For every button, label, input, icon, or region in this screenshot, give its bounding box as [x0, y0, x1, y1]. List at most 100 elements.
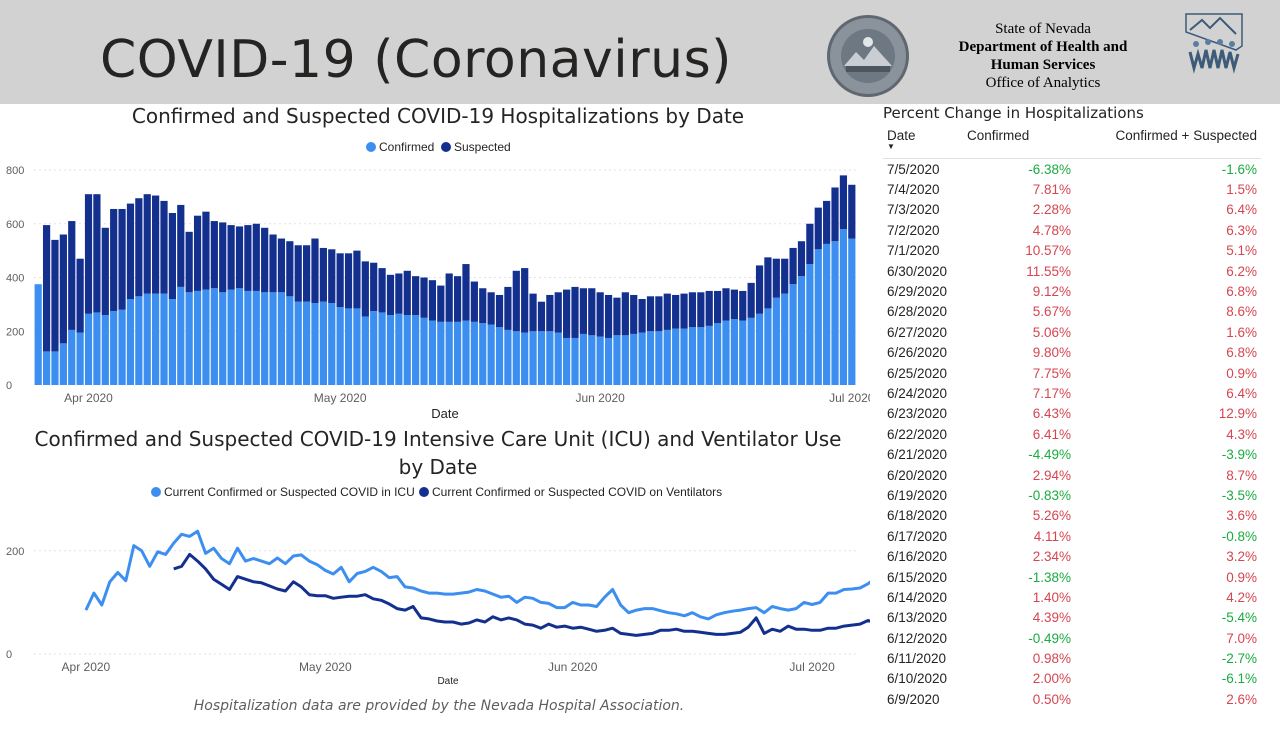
- confirmed-bar[interactable]: [814, 249, 822, 385]
- confirmed-bar[interactable]: [739, 320, 747, 386]
- confirmed-bar[interactable]: [51, 351, 59, 385]
- confirmed-bar[interactable]: [772, 297, 780, 385]
- confirmed-bar[interactable]: [705, 325, 713, 385]
- confirmed-bar[interactable]: [110, 311, 118, 385]
- confirmed-bar[interactable]: [252, 290, 260, 385]
- icu-series-line[interactable]: [84, 529, 894, 621]
- suspected-bar[interactable]: [286, 241, 294, 297]
- confirmed-bar[interactable]: [806, 264, 814, 385]
- suspected-bar[interactable]: [823, 200, 831, 244]
- confirmed-bar[interactable]: [453, 321, 462, 385]
- suspected-bar[interactable]: [563, 289, 571, 338]
- suspected-bar[interactable]: [764, 257, 772, 309]
- suspected-bar[interactable]: [604, 294, 613, 338]
- confirmed-bar[interactable]: [680, 328, 688, 385]
- confirmed-bar[interactable]: [688, 327, 697, 385]
- suspected-bar[interactable]: [663, 293, 671, 330]
- confirmed-bar[interactable]: [462, 320, 470, 386]
- confirmed-bar[interactable]: [537, 331, 546, 385]
- suspected-bar[interactable]: [755, 265, 764, 314]
- confirmed-bar[interactable]: [764, 308, 772, 385]
- suspected-bar[interactable]: [596, 292, 604, 337]
- table-row[interactable]: 6/9/2020 0.50% 2.6%: [883, 689, 1261, 709]
- suspected-bar[interactable]: [126, 203, 135, 299]
- suspected-bar[interactable]: [797, 241, 806, 277]
- suspected-bar[interactable]: [537, 301, 546, 332]
- suspected-bar[interactable]: [261, 227, 269, 293]
- suspected-bar[interactable]: [437, 285, 445, 322]
- suspected-bar[interactable]: [479, 288, 487, 324]
- suspected-bar[interactable]: [512, 270, 520, 332]
- suspected-bar[interactable]: [713, 290, 722, 324]
- confirmed-bar[interactable]: [579, 333, 588, 385]
- suspected-bar[interactable]: [244, 225, 252, 291]
- confirmed-bar[interactable]: [244, 290, 252, 385]
- table-row[interactable]: 6/13/2020 4.39% -5.4%: [883, 608, 1261, 628]
- suspected-bar[interactable]: [378, 268, 386, 313]
- table-row[interactable]: 6/16/2020 2.34% 3.2%: [883, 546, 1261, 566]
- confirmed-bar[interactable]: [495, 327, 504, 385]
- suspected-bar[interactable]: [839, 175, 848, 230]
- table-row[interactable]: 7/1/2020 10.57% 5.1%: [883, 241, 1261, 261]
- suspected-bar[interactable]: [462, 264, 470, 321]
- table-row[interactable]: 6/19/2020 -0.83% -3.5%: [883, 485, 1261, 505]
- table-row[interactable]: 6/26/2020 9.80% 6.8%: [883, 343, 1261, 363]
- suspected-bar[interactable]: [621, 292, 629, 336]
- confirmed-bar[interactable]: [160, 293, 168, 385]
- suspected-bar[interactable]: [210, 221, 218, 289]
- confirmed-bar[interactable]: [646, 331, 655, 385]
- suspected-bar[interactable]: [697, 292, 705, 328]
- suspected-bar[interactable]: [428, 280, 437, 321]
- suspected-bar[interactable]: [370, 262, 378, 312]
- table-row[interactable]: 6/28/2020 5.67% 8.6%: [883, 302, 1261, 322]
- column-header-date[interactable]: Date ▼: [883, 126, 963, 159]
- confirmed-bar[interactable]: [269, 292, 277, 385]
- confirmed-bar[interactable]: [143, 293, 151, 385]
- suspected-bar[interactable]: [470, 281, 478, 322]
- confirmed-bar[interactable]: [219, 292, 227, 385]
- confirmed-bar[interactable]: [210, 288, 218, 385]
- confirmed-bar[interactable]: [563, 337, 571, 385]
- table-row[interactable]: 6/12/2020 -0.49% 7.0%: [883, 628, 1261, 648]
- suspected-bar[interactable]: [554, 292, 562, 333]
- confirmed-bar[interactable]: [445, 321, 453, 385]
- table-row[interactable]: 6/25/2020 7.75% 0.9%: [883, 363, 1261, 383]
- suspected-bar[interactable]: [76, 258, 84, 333]
- suspected-bar[interactable]: [638, 299, 646, 333]
- confirmed-bar[interactable]: [797, 276, 806, 385]
- table-row[interactable]: 6/14/2020 1.40% 4.2%: [883, 587, 1261, 607]
- confirmed-bar[interactable]: [344, 308, 353, 385]
- confirmed-bar[interactable]: [529, 331, 537, 385]
- suspected-bar[interactable]: [781, 258, 789, 294]
- confirmed-bar[interactable]: [76, 332, 84, 385]
- suspected-bar[interactable]: [772, 258, 780, 298]
- suspected-bar[interactable]: [789, 247, 797, 285]
- suspected-bar[interactable]: [445, 273, 453, 322]
- suspected-bar[interactable]: [277, 238, 286, 293]
- suspected-bar[interactable]: [529, 293, 537, 332]
- suspected-bar[interactable]: [688, 292, 697, 328]
- ventilator-series-line[interactable]: [173, 552, 885, 637]
- table-row[interactable]: 6/27/2020 5.06% 1.6%: [883, 322, 1261, 342]
- suspected-bar[interactable]: [51, 239, 59, 352]
- confirmed-bar[interactable]: [185, 292, 193, 385]
- confirmed-bar[interactable]: [193, 290, 202, 385]
- confirmed-bar[interactable]: [512, 331, 520, 385]
- confirmed-bar[interactable]: [621, 335, 629, 385]
- confirmed-bar[interactable]: [328, 303, 336, 385]
- confirmed-bar[interactable]: [730, 319, 738, 385]
- suspected-bar[interactable]: [646, 296, 655, 332]
- confirmed-bar[interactable]: [177, 286, 185, 385]
- confirmed-bar[interactable]: [781, 293, 789, 385]
- suspected-bar[interactable]: [110, 208, 118, 312]
- confirmed-bar[interactable]: [126, 299, 135, 385]
- confirmed-bar[interactable]: [311, 303, 319, 385]
- confirmed-bar[interactable]: [227, 289, 235, 385]
- table-row[interactable]: 6/22/2020 6.41% 4.3%: [883, 424, 1261, 444]
- suspected-bar[interactable]: [747, 282, 755, 318]
- confirmed-bar[interactable]: [294, 301, 302, 385]
- suspected-bar[interactable]: [202, 211, 210, 290]
- suspected-bar[interactable]: [227, 225, 235, 290]
- suspected-bar[interactable]: [521, 268, 529, 333]
- table-row[interactable]: 6/30/2020 11.55% 6.2%: [883, 261, 1261, 281]
